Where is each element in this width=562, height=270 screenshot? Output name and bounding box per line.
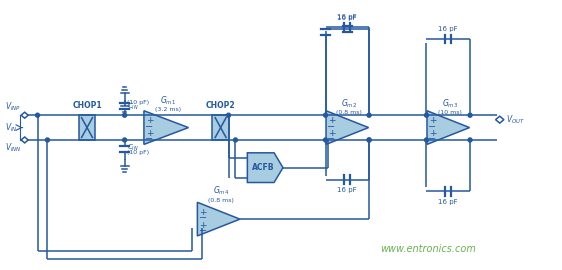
Polygon shape [144,111,188,144]
Circle shape [226,113,230,117]
Text: +: + [328,129,335,138]
Text: +: + [199,208,207,217]
Text: +: + [199,221,207,229]
Text: 16 pF: 16 pF [338,15,357,21]
Text: (10 pF): (10 pF) [126,150,149,155]
Text: +: + [146,129,153,138]
Circle shape [35,113,39,117]
Polygon shape [496,116,504,123]
Text: −: − [146,122,153,131]
Text: −: − [199,213,207,223]
Bar [79,115,96,140]
Text: −: − [328,134,336,144]
Text: $V_{INP}$: $V_{INP}$ [5,101,21,113]
Circle shape [424,113,428,117]
Text: +: + [328,116,335,125]
Text: +: + [429,116,436,125]
Text: (0.8 ms): (0.8 ms) [336,110,362,115]
Circle shape [123,113,126,117]
Circle shape [367,113,371,117]
Text: $G_{m2}$: $G_{m2}$ [341,98,357,110]
Circle shape [367,138,371,142]
Text: 16 pF: 16 pF [438,199,458,205]
Text: $V_{OUT}$: $V_{OUT}$ [506,113,525,126]
Text: 16 pF: 16 pF [338,187,357,193]
Text: CHOP2: CHOP2 [206,101,235,110]
Text: (10 pF): (10 pF) [126,100,149,105]
Text: 16 pF: 16 pF [338,14,357,20]
Text: $V_{INN}$: $V_{INN}$ [5,142,21,154]
Circle shape [233,138,238,142]
Text: +: + [429,129,436,138]
Polygon shape [21,137,28,143]
Text: 16 pF: 16 pF [438,26,458,32]
Polygon shape [197,202,240,236]
Circle shape [46,138,49,142]
Text: $C_{IN}$: $C_{IN}$ [126,102,138,112]
Text: −: − [428,134,437,144]
Circle shape [468,138,472,142]
Text: www.entronics.com: www.entronics.com [380,244,477,254]
Polygon shape [427,111,469,144]
Circle shape [367,138,371,142]
Circle shape [324,113,328,117]
Text: −: − [146,134,153,144]
Circle shape [123,138,126,142]
Bar [212,115,229,140]
Text: ACFB: ACFB [252,163,274,172]
Text: CHOP1: CHOP1 [72,101,102,110]
Text: −: − [199,226,207,236]
Circle shape [468,113,472,117]
Text: −: − [328,122,336,131]
Text: $G_{m4}$: $G_{m4}$ [212,185,229,197]
Text: $G_{m3}$: $G_{m3}$ [442,98,458,110]
Polygon shape [326,111,369,144]
Text: (3.2 ms): (3.2 ms) [155,107,181,112]
Text: −: − [428,122,437,131]
Circle shape [324,138,328,142]
Text: (10 ms): (10 ms) [438,110,462,115]
Text: $G_{m1}$: $G_{m1}$ [160,95,176,107]
Circle shape [424,138,428,142]
Text: +: + [146,116,153,125]
Text: $V_{IN}$: $V_{IN}$ [5,121,17,134]
Polygon shape [247,153,283,183]
Text: $C_{IN}$: $C_{IN}$ [126,143,138,153]
Polygon shape [21,112,28,118]
Text: (0.8 ms): (0.8 ms) [208,198,234,203]
